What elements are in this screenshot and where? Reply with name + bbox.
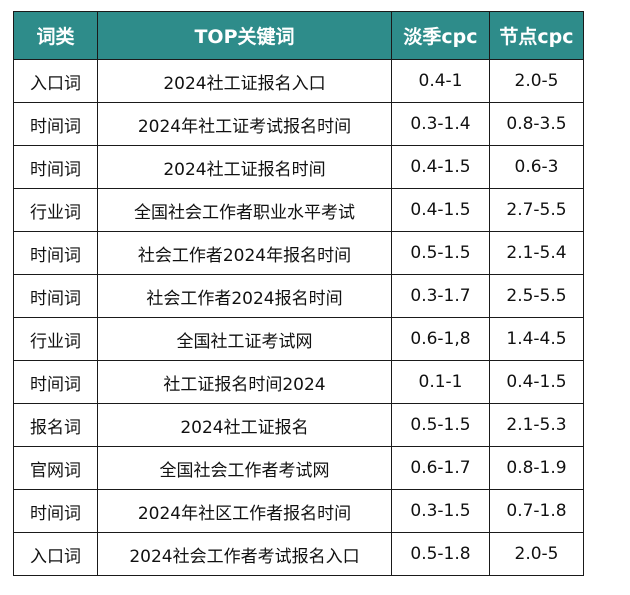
- header-top-keyword: TOP关键词: [97, 11, 392, 60]
- table-row: 时间词 2024年社区工作者报名时间 0.3-1.5 0.7-1.8: [13, 489, 584, 533]
- keyword-cell: 社会工作者2024年报名时间: [97, 231, 392, 275]
- keyword-cpc-table-container: 词类 TOP关键词 淡季cpc 节点cpc 入口词 2024社工证报名入口 0.…: [13, 11, 584, 576]
- category-cell: 行业词: [13, 317, 98, 361]
- peak-cpc-cell: 0.8-1.9: [489, 446, 584, 490]
- category-cell: 报名词: [13, 403, 98, 447]
- keyword-cell: 社会工作者2024报名时间: [97, 274, 392, 318]
- peak-cpc-cell: 2.0-5: [489, 59, 584, 103]
- category-cell: 时间词: [13, 145, 98, 189]
- header-peak-cpc: 节点cpc: [489, 11, 584, 60]
- table-row: 入口词 2024社工证报名入口 0.4-1 2.0-5: [13, 59, 584, 103]
- table-row: 时间词 社会工作者2024年报名时间 0.5-1.5 2.1-5.4: [13, 231, 584, 275]
- off-season-cpc-cell: 0.6-1.7: [391, 446, 490, 490]
- category-cell: 时间词: [13, 489, 98, 533]
- peak-cpc-cell: 2.7-5.5: [489, 188, 584, 232]
- peak-cpc-cell: 2.1-5.3: [489, 403, 584, 447]
- keyword-cell: 2024社工证报名入口: [97, 59, 392, 103]
- keyword-cell: 2024社工证报名: [97, 403, 392, 447]
- off-season-cpc-cell: 0.4-1.5: [391, 188, 490, 232]
- table-row: 时间词 社会工作者2024报名时间 0.3-1.7 2.5-5.5: [13, 274, 584, 318]
- peak-cpc-cell: 0.7-1.8: [489, 489, 584, 533]
- keyword-cell: 全国社会工作者考试网: [97, 446, 392, 490]
- table-header: 词类 TOP关键词 淡季cpc 节点cpc: [13, 11, 584, 60]
- keyword-cell: 2024年社工证考试报名时间: [97, 102, 392, 146]
- table-row: 时间词 2024社工证报名时间 0.4-1.5 0.6-3: [13, 145, 584, 189]
- off-season-cpc-cell: 0.3-1.5: [391, 489, 490, 533]
- keyword-cell: 全国社工证考试网: [97, 317, 392, 361]
- table-row: 行业词 全国社工证考试网 0.6-1,8 1.4-4.5: [13, 317, 584, 361]
- off-season-cpc-cell: 0.4-1.5: [391, 145, 490, 189]
- table-row: 报名词 2024社工证报名 0.5-1.5 2.1-5.3: [13, 403, 584, 447]
- keyword-cell: 社工证报名时间2024: [97, 360, 392, 404]
- off-season-cpc-cell: 0.5-1.8: [391, 532, 490, 576]
- category-cell: 时间词: [13, 231, 98, 275]
- keyword-cell: 全国社会工作者职业水平考试: [97, 188, 392, 232]
- category-cell: 入口词: [13, 59, 98, 103]
- off-season-cpc-cell: 0.3-1.4: [391, 102, 490, 146]
- keyword-cpc-table: 词类 TOP关键词 淡季cpc 节点cpc 入口词 2024社工证报名入口 0.…: [13, 11, 584, 576]
- off-season-cpc-cell: 0.5-1.5: [391, 231, 490, 275]
- category-cell: 时间词: [13, 274, 98, 318]
- table-row: 时间词 2024年社工证考试报名时间 0.3-1.4 0.8-3.5: [13, 102, 584, 146]
- table-row: 行业词 全国社会工作者职业水平考试 0.4-1.5 2.7-5.5: [13, 188, 584, 232]
- off-season-cpc-cell: 0.6-1,8: [391, 317, 490, 361]
- off-season-cpc-cell: 0.1-1: [391, 360, 490, 404]
- peak-cpc-cell: 1.4-4.5: [489, 317, 584, 361]
- table-row: 入口词 2024社会工作者考试报名入口 0.5-1.8 2.0-5: [13, 532, 584, 576]
- peak-cpc-cell: 2.5-5.5: [489, 274, 584, 318]
- peak-cpc-cell: 0.4-1.5: [489, 360, 584, 404]
- category-cell: 官网词: [13, 446, 98, 490]
- keyword-cell: 2024社工证报名时间: [97, 145, 392, 189]
- peak-cpc-cell: 2.0-5: [489, 532, 584, 576]
- category-cell: 入口词: [13, 532, 98, 576]
- category-cell: 时间词: [13, 102, 98, 146]
- header-row: 词类 TOP关键词 淡季cpc 节点cpc: [13, 11, 584, 60]
- category-cell: 行业词: [13, 188, 98, 232]
- header-off-season-cpc: 淡季cpc: [391, 11, 490, 60]
- table-row: 官网词 全国社会工作者考试网 0.6-1.7 0.8-1.9: [13, 446, 584, 490]
- keyword-cell: 2024年社区工作者报名时间: [97, 489, 392, 533]
- table-row: 时间词 社工证报名时间2024 0.1-1 0.4-1.5: [13, 360, 584, 404]
- peak-cpc-cell: 0.6-3: [489, 145, 584, 189]
- peak-cpc-cell: 0.8-3.5: [489, 102, 584, 146]
- header-category: 词类: [13, 11, 98, 60]
- category-cell: 时间词: [13, 360, 98, 404]
- off-season-cpc-cell: 0.5-1.5: [391, 403, 490, 447]
- table-body: 入口词 2024社工证报名入口 0.4-1 2.0-5 时间词 2024年社工证…: [13, 59, 584, 576]
- off-season-cpc-cell: 0.4-1: [391, 59, 490, 103]
- keyword-cell: 2024社会工作者考试报名入口: [97, 532, 392, 576]
- peak-cpc-cell: 2.1-5.4: [489, 231, 584, 275]
- off-season-cpc-cell: 0.3-1.7: [391, 274, 490, 318]
